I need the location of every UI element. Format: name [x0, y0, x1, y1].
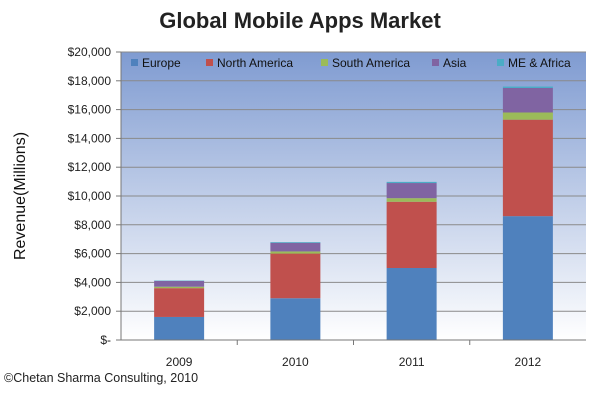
legend-swatch — [321, 59, 328, 66]
bar-segment — [154, 288, 204, 317]
x-tick-label: 2011 — [399, 355, 425, 369]
bar-segment — [387, 183, 437, 198]
x-tick-label: 2009 — [166, 355, 193, 369]
y-tick-label: $8,000 — [74, 218, 111, 232]
bar-segment — [503, 120, 553, 216]
bar-segment — [503, 112, 553, 119]
bar-segment — [270, 298, 320, 340]
x-tick-label: 2012 — [515, 355, 542, 369]
legend-label: North America — [217, 56, 293, 70]
bar-segment — [503, 88, 553, 112]
y-axis-label: Revenue(Millions) — [12, 132, 29, 260]
bar-segment — [387, 198, 437, 202]
bar-segment — [503, 216, 553, 340]
y-tick-label: $6,000 — [74, 247, 111, 261]
legend-label: Asia — [443, 56, 467, 70]
bar-segment — [503, 87, 553, 88]
bar-segment — [270, 242, 320, 243]
y-tick-label: $20,000 — [68, 45, 112, 59]
chart-title: Global Mobile Apps Market — [159, 8, 441, 33]
y-tick-label: $16,000 — [68, 103, 112, 117]
bar-segment — [387, 268, 437, 340]
bar-segment — [270, 243, 320, 252]
y-tick-label: $10,000 — [68, 189, 112, 203]
legend-swatch — [497, 59, 504, 66]
source-note: ©Chetan Sharma Consulting, 2010 — [4, 371, 198, 385]
bar-segment — [154, 281, 204, 287]
y-tick-label: $2,000 — [74, 304, 111, 318]
bar-segment — [270, 251, 320, 253]
legend-label: Europe — [142, 56, 181, 70]
bar-segment — [154, 317, 204, 340]
y-tick-label: $14,000 — [68, 131, 112, 145]
x-tick-label: 2010 — [282, 355, 309, 369]
bar-segment — [270, 254, 320, 299]
y-tick-label: $- — [100, 333, 111, 347]
y-tick-label: $4,000 — [74, 275, 111, 289]
y-tick-label: $12,000 — [68, 160, 112, 174]
y-tick-label: $18,000 — [68, 74, 112, 88]
bar-segment — [387, 182, 437, 183]
legend-label: ME & Africa — [508, 56, 571, 70]
legend-label: South America — [332, 56, 410, 70]
bar-segment — [154, 287, 204, 288]
legend-swatch — [131, 59, 138, 66]
legend-swatch — [432, 59, 439, 66]
legend-swatch — [206, 59, 213, 66]
bar-segment — [387, 202, 437, 268]
